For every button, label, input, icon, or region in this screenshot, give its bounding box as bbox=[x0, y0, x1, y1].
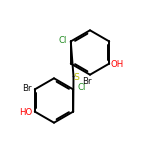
Text: Br: Br bbox=[22, 84, 31, 93]
Text: HO: HO bbox=[20, 108, 33, 117]
Text: OH: OH bbox=[111, 60, 124, 69]
Text: Br: Br bbox=[82, 77, 92, 86]
Text: Cl: Cl bbox=[58, 36, 67, 45]
Text: S: S bbox=[73, 73, 79, 82]
Text: Cl: Cl bbox=[77, 83, 86, 92]
